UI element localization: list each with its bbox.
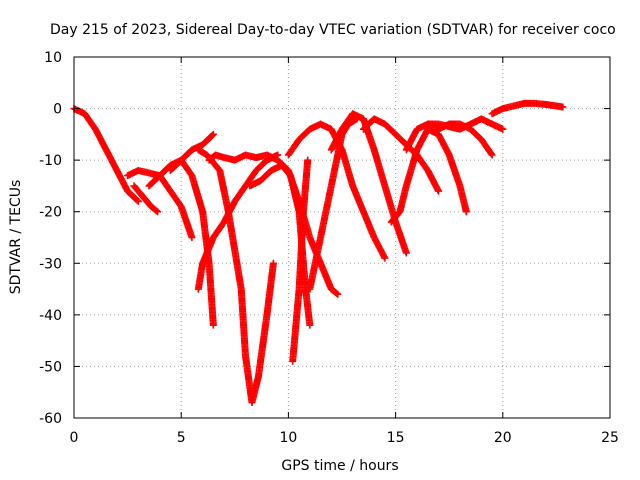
data-series-6 bbox=[194, 146, 277, 407]
data-point-marker bbox=[402, 249, 410, 257]
data-point-marker bbox=[381, 254, 389, 262]
data-point-marker bbox=[133, 196, 141, 204]
x-tick-label: 10 bbox=[279, 430, 297, 446]
data-point-marker bbox=[559, 103, 567, 111]
data-point-marker bbox=[304, 156, 312, 164]
x-tick-label: 0 bbox=[70, 430, 79, 446]
data-series-11 bbox=[306, 115, 361, 293]
data-series-18 bbox=[488, 99, 567, 118]
data-series-12 bbox=[284, 120, 389, 262]
x-tick-label: 25 bbox=[601, 430, 619, 446]
data-series-17 bbox=[424, 115, 507, 133]
data-series-2 bbox=[124, 166, 196, 241]
y-tick-label: -40 bbox=[39, 308, 62, 324]
data-point-marker bbox=[209, 321, 217, 329]
y-tick-label: 10 bbox=[44, 50, 62, 66]
data-point-marker bbox=[499, 125, 507, 133]
grid bbox=[74, 57, 610, 418]
y-tick-label: -30 bbox=[39, 256, 62, 272]
data-series-7 bbox=[194, 151, 282, 293]
y-axis-label: SDTVAR / TECUs bbox=[8, 180, 24, 295]
data-point-marker bbox=[153, 207, 161, 215]
data-point-marker bbox=[488, 151, 496, 159]
chart-title: Day 215 of 2023, Sidereal Day-to-day VTE… bbox=[50, 22, 616, 38]
data-point-marker bbox=[434, 187, 442, 195]
data-series-5 bbox=[166, 130, 217, 174]
data-series-15 bbox=[387, 125, 470, 226]
data-series-10 bbox=[289, 156, 312, 365]
data-point-marker bbox=[334, 290, 342, 298]
data-point-marker bbox=[269, 259, 277, 267]
x-tick-label: 20 bbox=[494, 430, 512, 446]
y-tick-label: 0 bbox=[53, 102, 62, 118]
data-series-3 bbox=[130, 182, 162, 216]
y-tick-label: -60 bbox=[39, 411, 62, 427]
series-layer bbox=[70, 99, 567, 407]
data-point-marker bbox=[333, 289, 341, 297]
y-tick-label: -50 bbox=[39, 359, 62, 375]
data-series-13 bbox=[327, 110, 410, 257]
data-point-marker bbox=[134, 197, 142, 205]
data-point-marker bbox=[209, 130, 217, 138]
plot-frame bbox=[73, 56, 611, 419]
data-point-marker bbox=[208, 131, 216, 139]
data-point-marker bbox=[306, 321, 314, 329]
data-point-marker bbox=[154, 208, 162, 216]
ticks: 0 5 10 15 20 25 10 0 -10 -20 -30 -40 -50 -60 bbox=[39, 50, 619, 446]
x-tick-label: 15 bbox=[387, 430, 405, 446]
y-tick-label: -10 bbox=[39, 153, 62, 169]
x-tick-label: 5 bbox=[177, 430, 186, 446]
y-tick-label: -20 bbox=[39, 205, 62, 221]
data-point-marker bbox=[188, 234, 196, 241]
data-point-marker bbox=[462, 208, 470, 216]
x-axis-label: GPS time / hours bbox=[281, 458, 398, 474]
data-series-1 bbox=[70, 105, 142, 205]
data-point-marker bbox=[487, 150, 495, 158]
